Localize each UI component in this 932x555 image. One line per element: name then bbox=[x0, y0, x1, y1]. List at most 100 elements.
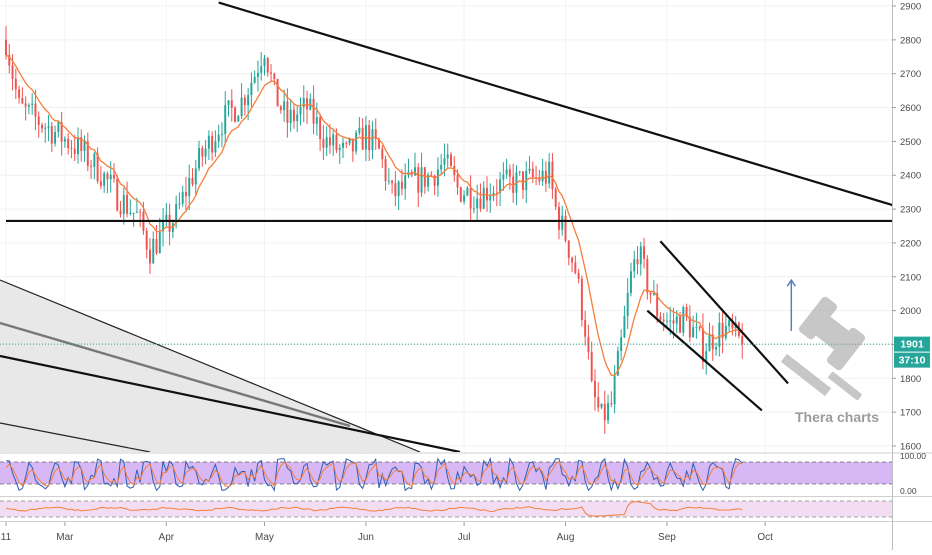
price-tick-label: 2700 bbox=[900, 69, 921, 80]
candle bbox=[525, 161, 528, 204]
candle bbox=[662, 312, 665, 332]
candle bbox=[155, 224, 158, 256]
time-tick-label: Apr bbox=[159, 532, 175, 543]
candle bbox=[139, 208, 142, 227]
candle bbox=[289, 99, 292, 132]
fan-line-middle bbox=[0, 321, 351, 428]
time-axis[interactable]: 11 Mar Apr May Jun Jul Aug Sep Oct bbox=[1, 522, 773, 543]
candle bbox=[499, 171, 502, 207]
candle bbox=[633, 250, 636, 278]
candle bbox=[214, 130, 217, 157]
candle bbox=[250, 72, 253, 107]
candle bbox=[528, 156, 531, 174]
time-tick-label: Aug bbox=[557, 532, 575, 543]
candle bbox=[649, 292, 652, 304]
candle bbox=[198, 140, 201, 172]
candle bbox=[417, 163, 420, 207]
candle bbox=[292, 103, 295, 129]
candle bbox=[450, 151, 452, 168]
candle bbox=[50, 121, 53, 153]
stochastic-k-line bbox=[5, 456, 743, 492]
candle bbox=[266, 56, 269, 77]
time-tick-label: Sep bbox=[658, 532, 676, 543]
trendline-1[interactable] bbox=[218, 1, 906, 209]
candle bbox=[718, 312, 721, 357]
candle bbox=[688, 305, 691, 343]
candle bbox=[237, 114, 240, 122]
candle bbox=[168, 203, 171, 246]
candle bbox=[394, 171, 397, 207]
candle bbox=[692, 315, 695, 338]
candle bbox=[495, 179, 498, 207]
candle bbox=[371, 120, 374, 160]
stochastic-panel[interactable] bbox=[0, 454, 892, 496]
candle bbox=[41, 122, 43, 133]
candle bbox=[364, 116, 367, 162]
price-tick-label: 2500 bbox=[900, 137, 921, 148]
candle bbox=[440, 154, 443, 176]
candle bbox=[571, 256, 574, 273]
bottom-indicator-panel[interactable] bbox=[0, 497, 892, 521]
candle bbox=[312, 85, 315, 135]
candle bbox=[636, 246, 639, 275]
candle bbox=[698, 325, 701, 332]
current-price-badges: 1901 37:10 bbox=[894, 336, 930, 368]
candle bbox=[106, 171, 109, 194]
trendline-4[interactable] bbox=[646, 309, 763, 412]
trendline-3[interactable] bbox=[659, 240, 789, 385]
candle bbox=[224, 91, 227, 145]
candle bbox=[607, 394, 610, 424]
candle bbox=[584, 310, 587, 346]
price-tick-label: 1600 bbox=[900, 442, 921, 453]
candle bbox=[345, 141, 348, 149]
stochastic-band bbox=[0, 462, 892, 484]
candle bbox=[70, 139, 73, 159]
price-tick-label: 2400 bbox=[900, 171, 921, 182]
price-tick-label: 1800 bbox=[900, 374, 921, 385]
candle bbox=[590, 341, 593, 383]
candle bbox=[99, 166, 102, 190]
candle bbox=[253, 70, 256, 84]
price-tick-label: 2800 bbox=[900, 35, 921, 46]
candles bbox=[5, 25, 744, 434]
trendlines[interactable] bbox=[6, 1, 906, 412]
candle bbox=[361, 118, 364, 150]
bottom-indicator-series bbox=[5, 501, 743, 517]
candle bbox=[57, 121, 60, 138]
candle bbox=[276, 78, 279, 107]
candle bbox=[240, 83, 243, 120]
candle bbox=[220, 122, 223, 148]
candle bbox=[309, 93, 312, 111]
bottom-indicator-line bbox=[5, 501, 743, 517]
candle bbox=[302, 85, 305, 123]
candle bbox=[338, 144, 341, 164]
moving-average bbox=[5, 54, 743, 376]
candle bbox=[522, 171, 524, 199]
gavel-icon bbox=[780, 296, 866, 401]
candle bbox=[152, 231, 155, 264]
watermark-text: Thera charts bbox=[795, 409, 879, 425]
stochastic-axis: 100.00 0.00 bbox=[900, 451, 926, 496]
candle bbox=[384, 155, 387, 191]
price-tick-label: 2200 bbox=[900, 238, 921, 249]
candle bbox=[659, 312, 662, 321]
candle bbox=[580, 275, 583, 327]
candle bbox=[705, 343, 708, 375]
candle bbox=[44, 123, 47, 143]
candle bbox=[14, 68, 17, 99]
fan-line-lower bbox=[0, 422, 151, 452]
price-tick-label: 2600 bbox=[900, 103, 921, 114]
arrow-head bbox=[786, 278, 796, 287]
candle bbox=[515, 165, 518, 205]
candle bbox=[355, 130, 358, 155]
candle bbox=[728, 317, 731, 332]
candle bbox=[24, 96, 27, 121]
candle bbox=[459, 186, 462, 203]
candle bbox=[548, 153, 551, 189]
candle bbox=[446, 143, 449, 168]
candle bbox=[67, 133, 70, 155]
price-axis[interactable]: 1600170018001900200021002200230024002500… bbox=[892, 0, 921, 550]
candle bbox=[8, 43, 11, 74]
